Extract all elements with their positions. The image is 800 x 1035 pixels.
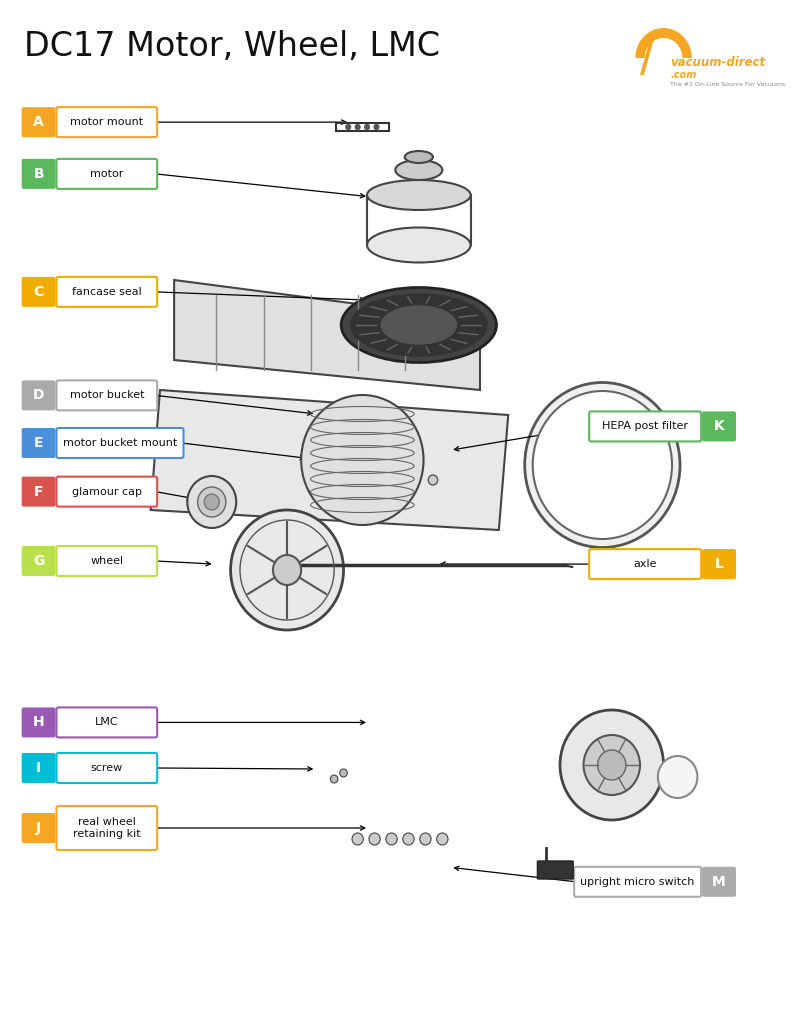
FancyBboxPatch shape [57, 159, 157, 188]
FancyBboxPatch shape [57, 428, 183, 457]
Wedge shape [635, 28, 692, 58]
Text: HEPA post filter: HEPA post filter [602, 421, 688, 432]
FancyBboxPatch shape [57, 806, 157, 850]
Text: I: I [36, 761, 41, 775]
Ellipse shape [369, 833, 380, 845]
Text: D: D [33, 388, 44, 403]
Ellipse shape [525, 383, 680, 548]
Polygon shape [174, 280, 480, 390]
Text: The #1 On-Line Source For Vacuums: The #1 On-Line Source For Vacuums [670, 83, 786, 88]
FancyBboxPatch shape [57, 477, 157, 506]
Text: axle: axle [634, 559, 657, 569]
Text: fancase seal: fancase seal [72, 287, 142, 297]
Ellipse shape [273, 555, 301, 585]
FancyBboxPatch shape [538, 861, 573, 879]
FancyBboxPatch shape [57, 546, 157, 575]
Circle shape [428, 475, 438, 485]
Text: L: L [714, 557, 723, 571]
FancyBboxPatch shape [589, 550, 701, 579]
Text: motor bucket: motor bucket [70, 390, 144, 401]
FancyBboxPatch shape [22, 159, 55, 188]
Text: K: K [714, 419, 725, 434]
Ellipse shape [395, 160, 442, 180]
Ellipse shape [533, 391, 672, 539]
Ellipse shape [381, 306, 457, 344]
Ellipse shape [341, 288, 497, 362]
Text: motor bucket mount: motor bucket mount [63, 438, 177, 448]
Ellipse shape [198, 487, 226, 518]
Ellipse shape [583, 735, 640, 795]
Polygon shape [150, 390, 508, 530]
FancyBboxPatch shape [702, 550, 736, 579]
Ellipse shape [352, 833, 363, 845]
Circle shape [355, 124, 360, 129]
Circle shape [330, 775, 338, 783]
FancyBboxPatch shape [22, 428, 55, 457]
Ellipse shape [403, 833, 414, 845]
FancyBboxPatch shape [22, 814, 55, 842]
FancyBboxPatch shape [57, 753, 157, 782]
Text: H: H [33, 715, 45, 730]
Circle shape [204, 494, 219, 510]
Circle shape [340, 769, 347, 777]
Circle shape [598, 750, 626, 780]
FancyBboxPatch shape [22, 546, 55, 575]
Circle shape [346, 124, 350, 129]
FancyBboxPatch shape [22, 477, 55, 506]
Circle shape [365, 124, 370, 129]
Text: C: C [34, 285, 44, 299]
Text: DC17 Motor, Wheel, LMC: DC17 Motor, Wheel, LMC [23, 30, 439, 63]
Ellipse shape [386, 833, 397, 845]
FancyBboxPatch shape [702, 867, 736, 896]
Text: F: F [34, 484, 43, 499]
FancyBboxPatch shape [22, 108, 55, 137]
FancyBboxPatch shape [22, 277, 55, 306]
FancyBboxPatch shape [57, 108, 157, 137]
Text: LMC: LMC [95, 717, 118, 728]
Text: real wheel
retaining kit: real wheel retaining kit [73, 817, 141, 839]
Text: B: B [34, 167, 44, 181]
Ellipse shape [350, 294, 487, 356]
FancyBboxPatch shape [702, 412, 736, 441]
Text: M: M [712, 875, 726, 889]
FancyBboxPatch shape [57, 708, 157, 737]
Ellipse shape [367, 180, 470, 210]
FancyBboxPatch shape [57, 381, 157, 410]
Ellipse shape [405, 151, 433, 162]
FancyBboxPatch shape [22, 381, 55, 410]
Ellipse shape [437, 833, 448, 845]
Text: upright micro switch: upright micro switch [581, 877, 695, 887]
Ellipse shape [560, 710, 663, 820]
Text: motor mount: motor mount [70, 117, 143, 127]
Text: G: G [33, 554, 44, 568]
Text: .com: .com [670, 70, 697, 80]
FancyBboxPatch shape [574, 867, 701, 896]
Polygon shape [640, 35, 655, 75]
Text: A: A [34, 115, 44, 129]
Circle shape [374, 124, 379, 129]
Text: E: E [34, 436, 43, 450]
Ellipse shape [187, 476, 236, 528]
FancyBboxPatch shape [57, 277, 157, 306]
Text: wheel: wheel [90, 556, 123, 566]
Ellipse shape [367, 228, 470, 263]
Ellipse shape [230, 510, 343, 630]
FancyBboxPatch shape [22, 753, 55, 782]
Ellipse shape [420, 833, 431, 845]
Text: vacuum-direct: vacuum-direct [670, 56, 766, 68]
Text: glamour cap: glamour cap [72, 486, 142, 497]
Text: J: J [36, 821, 41, 835]
Text: screw: screw [90, 763, 123, 773]
FancyBboxPatch shape [589, 412, 701, 441]
Ellipse shape [301, 395, 423, 525]
Ellipse shape [658, 756, 698, 798]
FancyBboxPatch shape [22, 708, 55, 737]
Text: motor: motor [90, 169, 123, 179]
